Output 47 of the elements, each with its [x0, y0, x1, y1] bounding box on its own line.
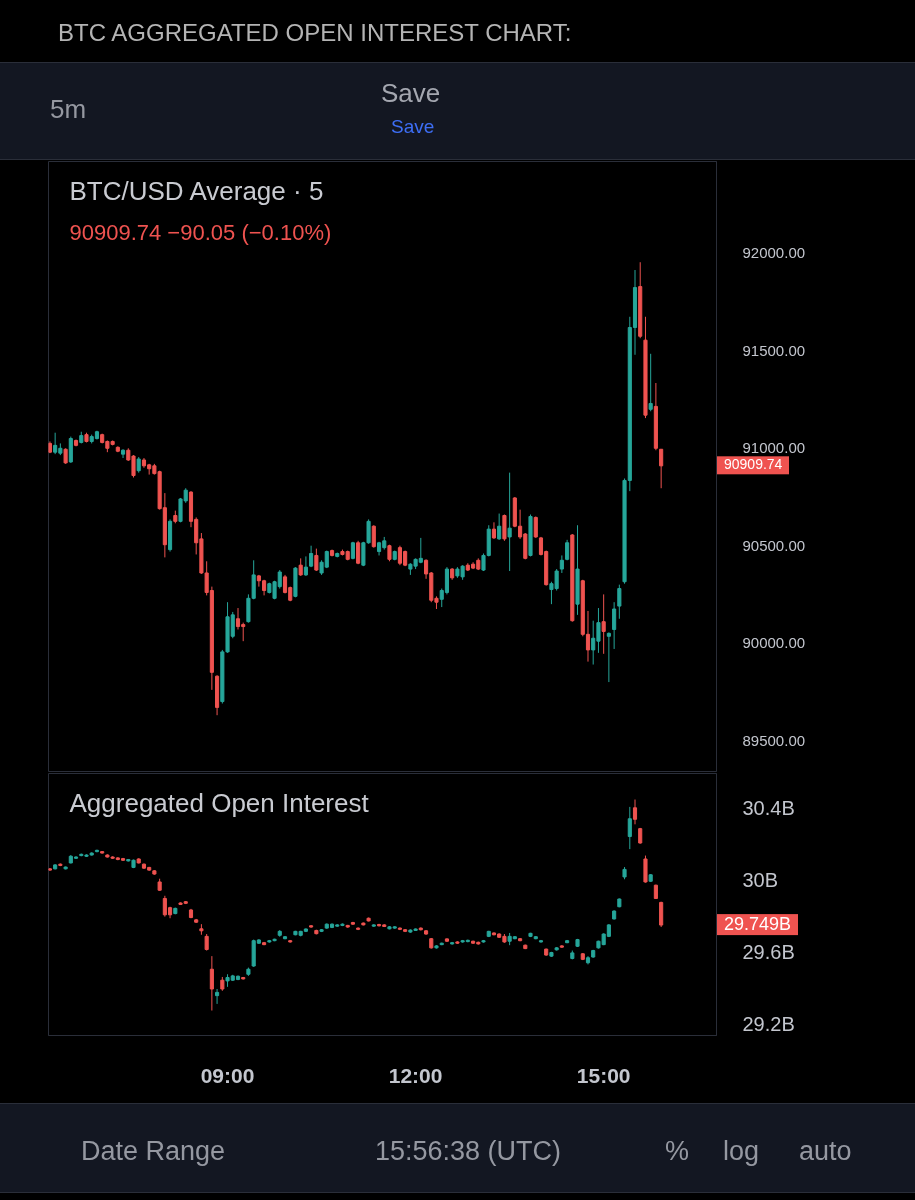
candlestick — [659, 448, 664, 489]
text: % — [665, 1135, 690, 1168]
candlestick — [533, 515, 538, 539]
candlestick — [632, 799, 638, 825]
candlestick — [659, 901, 664, 928]
y-tick-label: 90500.00 — [742, 536, 806, 554]
y-tick-label: 90000.00 — [742, 634, 806, 652]
text: Date Range — [81, 1135, 226, 1168]
candlestick — [606, 631, 611, 683]
candlestick — [648, 353, 653, 412]
candlestick — [507, 472, 512, 572]
candlestick — [68, 436, 73, 464]
text: Save — [391, 115, 435, 139]
text: log — [723, 1135, 760, 1168]
x-tick-label: 15:00 — [576, 1063, 631, 1087]
candlestick — [612, 601, 617, 650]
y-tick-label: 91500.00 — [742, 341, 806, 359]
x-tick-label: 12:00 — [388, 1063, 443, 1087]
x-tick-label: 09:00 — [200, 1063, 255, 1087]
candlestick — [303, 555, 308, 577]
y-tick-label: 29.2B — [742, 1012, 795, 1035]
y-tick-label: 89500.00 — [742, 731, 806, 749]
text: Save — [381, 77, 441, 110]
y-tick-label: 30.4B — [742, 797, 795, 820]
candlestick — [627, 806, 632, 850]
candlestick — [497, 513, 502, 541]
candlestick — [371, 524, 376, 549]
text: auto — [799, 1135, 852, 1168]
text: 5m — [50, 93, 87, 126]
candlestick — [643, 855, 648, 884]
text: Aggregated Open Interest — [69, 787, 370, 818]
candlestick — [235, 607, 241, 630]
candlestick — [502, 514, 507, 542]
y-tick-label: 91000.00 — [742, 439, 806, 457]
text: 90909.74 — [717, 456, 790, 475]
y-tick-label: 30B — [742, 868, 779, 891]
text: 29.749B — [717, 913, 799, 936]
text: BTC/USD Average · 5 — [69, 175, 324, 206]
annotation: 90909.74 −90.05 (−0.10%) — [69, 219, 332, 245]
chart-title: BTC AGGREGATED OPEN INTEREST CHART: — [0, 0, 915, 62]
y-tick-label: 92000.00 — [742, 244, 806, 262]
y-tick-label: 29.6B — [742, 940, 795, 963]
candlestick — [601, 593, 606, 655]
candlestick — [215, 988, 220, 1005]
candlestick — [209, 955, 214, 1012]
text: 15:56:38 (UTC) — [375, 1135, 562, 1168]
candlestick — [617, 584, 622, 620]
